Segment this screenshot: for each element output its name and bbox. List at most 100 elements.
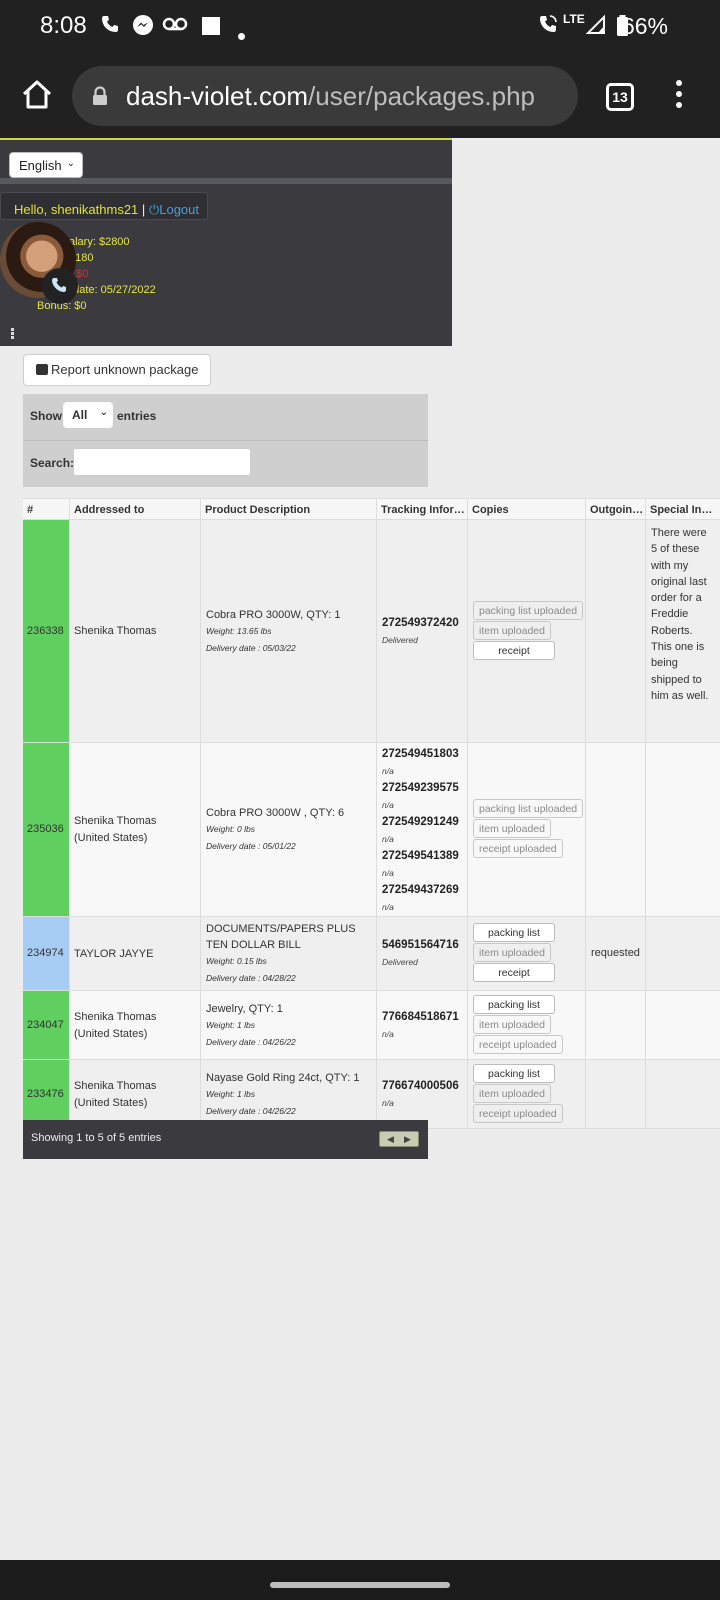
table-row[interactable]: 235036 Shenika Thomas (United States) Cobra… [23,743,720,917]
tracking-number[interactable]: 272549437269 [382,884,459,896]
delivery-date: Delivery date : 04/26/22 [206,1105,296,1116]
tracking-status: n/a [382,834,394,844]
table-cell: 234974 [23,917,70,990]
prev-page-icon[interactable]: ◀ [387,1134,394,1144]
product-name: TEN DOLLAR BILL [206,939,301,951]
tracking-number[interactable]: 272549291249 [382,816,459,828]
signal-icon [585,14,606,40]
col-header-product[interactable]: Product Description [201,499,377,521]
col-header-copies[interactable]: Copies [468,499,586,521]
col-header-special[interactable]: Special In… [650,504,713,516]
entries-value: All [72,408,88,422]
tracking-number[interactable]: 272549239575 [382,782,459,794]
col-header-id[interactable]: # [23,499,70,521]
col-header-tracking[interactable]: Tracking Infor… [377,499,468,521]
tracking-number[interactable]: 776684518671 [382,1010,459,1023]
copy-item-uploaded-button[interactable]: item uploaded [473,943,551,962]
tracking-number[interactable]: 272549451803 [382,748,459,760]
table-cell [586,991,646,1059]
address-bar[interactable]: dash-violet.com/user/packages.php [72,66,578,126]
table-cell: DOCUMENTS/PAPERS PLUS TEN DOLLAR BILL Weig… [201,917,377,990]
copy-receipt-uploaded-button[interactable]: receipt uploaded [473,1034,563,1054]
table-cell: 235036 [23,743,70,916]
balance-line: $0 [76,268,89,280]
copies-list: packing list uploaded item uploaded receip… [473,799,584,859]
product-name: Cobra PRO 3000W, QTY: 1 [206,608,341,621]
tab-switcher-button[interactable]: 13 [606,83,634,111]
addressee-line: (United States) [74,832,148,844]
table-controls: Show All ⌄ entries Search: [23,394,428,487]
product-name: DOCUMENTS/PAPERS PLUS [206,923,356,935]
call-bubble-icon[interactable] [42,268,78,304]
tracking-number[interactable]: 272549541389 [382,850,459,862]
table-cell: 776674000506 n/a [377,1060,468,1128]
table-cell: Shenika Thomas (United States) [70,991,201,1059]
copy-receipt-button[interactable]: receipt [473,963,555,982]
table-row[interactable]: 233476 Shenika Thomas (United States) Nayas… [23,1060,720,1129]
copy-item-uploaded-button[interactable]: item uploaded [473,1014,551,1034]
square-notification-icon [202,17,220,41]
copy-item-uploaded-button[interactable]: item uploaded [473,1083,551,1103]
table-cell [646,917,720,990]
report-unknown-package-button[interactable]: Report unknown package [23,354,211,386]
voicemail-icon [162,14,188,40]
copy-receipt-uploaded-button[interactable]: receipt uploaded [473,1103,563,1123]
page-content: English ⌄ Hello, shenikathms21 | ⏻Logout… [0,138,720,1560]
product-weight: Weight: 13.65 lbs [206,625,272,636]
logout-link[interactable]: ⏻Logout [148,202,199,217]
tracking-status: n/a [382,800,394,810]
next-page-icon[interactable]: ▶ [404,1134,411,1144]
col-header-addressed[interactable]: Addressed to [70,499,201,521]
lock-icon[interactable] [92,86,108,106]
drag-handle-icon[interactable] [11,328,15,340]
tracking-number[interactable]: 272549372420 [382,616,459,629]
table-row[interactable]: 236338 Shenika Thomas Cobra PRO 3000W, QTY… [23,520,720,743]
overflow-menu-icon[interactable] [674,80,684,112]
addressee-line: Shenika Thomas [74,625,157,637]
home-gesture-handle[interactable] [270,1582,450,1588]
home-icon[interactable] [20,78,54,112]
delivery-date: Delivery date : 05/01/22 [206,841,296,851]
table-cell: packing list uploaded item uploaded receip… [468,520,586,742]
search-input[interactable] [73,448,251,476]
copy-receipt-uploaded-button[interactable]: receipt uploaded [473,839,563,858]
copy-packing-list-button[interactable]: packing list [473,923,555,942]
addressee: Shenika Thomas [74,623,156,640]
clock: 8:08 [40,12,87,39]
package-id: 235036 [27,823,64,835]
tracking-status: n/a [382,902,394,912]
table-row[interactable]: 234047 Shenika Thomas (United States) Jewel… [23,991,720,1060]
delivery-date: Delivery date : 05/03/22 [206,642,296,653]
tracking-number[interactable]: 546951564716 [382,939,459,951]
copy-item-uploaded-button[interactable]: item uploaded [473,819,551,838]
addressee-line: (United States) [74,1096,148,1109]
outgoing-status: requested [591,947,640,959]
copy-packing-list-button[interactable]: packing list [473,994,555,1014]
tracking-status: n/a [382,868,394,878]
product-description: Cobra PRO 3000W , QTY: 6 Weight: 0 lbs Del… [206,805,344,855]
greeting-box: Hello, shenikathms21 | ⏻Logout [0,192,208,220]
table-cell: packing list item uploaded receipt uploade… [468,1060,586,1128]
copy-packing-list-button[interactable]: packing list [473,1063,555,1083]
url-text[interactable]: dash-violet.com/user/packages.php [126,81,536,111]
tracking-info: 272549451803 n/a 272549239575 n/a 2725492912… [382,746,459,916]
tracking-number[interactable]: 776674000506 [382,1079,459,1092]
col-header-outgoing[interactable]: Outgoin… [586,499,646,521]
entries-select[interactable]: All ⌄ [63,402,113,428]
addressee: Shenika Thomas (United States) [74,1078,156,1112]
copy-packing-list-uploaded-button[interactable]: packing list uploaded [473,600,584,620]
product-description: Cobra PRO 3000W, QTY: 1 Weight: 13.65 lbs… [206,607,341,657]
package-id: 233476 [27,1087,64,1100]
addressee-line: TAYLOR JAYYE [74,947,154,960]
copy-receipt-button[interactable]: receipt [473,640,555,660]
table-row[interactable]: 234974 TAYLOR JAYYE DOCUMENTS/PAPERS PLUS T… [23,917,720,991]
language-select[interactable]: English ⌄ [9,152,83,178]
table-cell: 776684518671 n/a [377,991,468,1059]
addressee-line: Shenika Thomas [74,1010,157,1023]
product-description: DOCUMENTS/PAPERS PLUS TEN DOLLAR BILL Weig… [206,921,356,987]
copy-item-uploaded-button[interactable]: item uploaded [473,620,551,640]
product-weight: Weight: 0 lbs [206,824,255,834]
copy-packing-list-uploaded-button[interactable]: packing list uploaded [473,799,584,818]
table-cell: packing list item uploaded receipt uploade… [468,991,586,1059]
network-type: LTE [563,12,585,26]
